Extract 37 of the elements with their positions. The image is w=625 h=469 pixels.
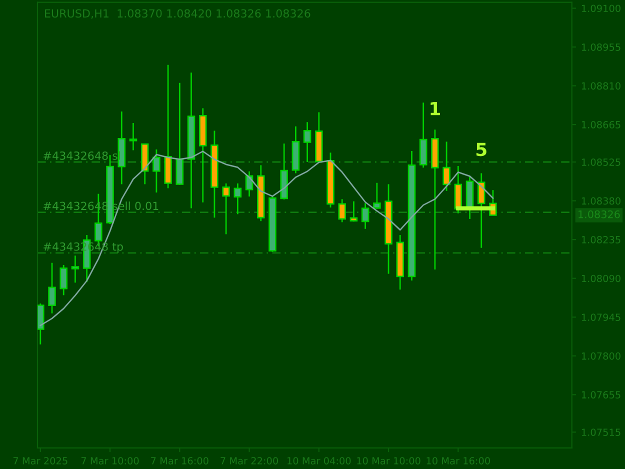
y-tick-label: 1.07945: [582, 314, 620, 321]
y-tick-label: 1.08235: [582, 236, 620, 244]
annotation: 5: [476, 142, 486, 156]
candlestick: [129, 122, 138, 151]
candlestick: [373, 182, 381, 210]
x-tick-label: 7 Mar 10:00: [81, 457, 139, 464]
candlestick: [222, 182, 230, 235]
y-tick-label: 1.08090: [582, 274, 620, 282]
candlestick: [338, 198, 346, 223]
candlestick: [442, 140, 450, 192]
candlestick: [71, 254, 80, 284]
text: EURUSD,H1 1.08370 1.08420 1.08326 1.08326: [45, 9, 310, 19]
candlestick: [152, 148, 160, 194]
candlestick: [350, 200, 358, 222]
candlestick: [303, 121, 312, 163]
y-tick-label: 1.08810: [582, 82, 620, 90]
candlestick: [38, 302, 44, 346]
candlestick: [477, 172, 486, 249]
candlestick: [234, 182, 242, 215]
annotation: 1: [430, 102, 440, 116]
y-tick-label: 1.09100: [582, 4, 620, 12]
x-tick-label: 7 Mar 2025: [13, 457, 68, 464]
y-tick-label: 1.07800: [582, 352, 620, 360]
y-tick-label: 1.08955: [582, 43, 620, 51]
x-tick-label: 10 Mar 10:00: [357, 457, 420, 464]
x-tick-label: 7 Mar 16:00: [151, 457, 208, 464]
y-tick-label: 1.07515: [582, 428, 620, 436]
x-tick-label: 7 Mar 22:00: [220, 457, 278, 464]
y-tick-label: 1.08665: [582, 121, 620, 128]
x-tick-label: 10 Mar 04:00: [288, 457, 351, 464]
y-tick-label: 1.07655: [582, 391, 620, 399]
y-tick-label: 1.08380: [582, 197, 620, 205]
candlestick: [48, 262, 56, 314]
y-tick-label: 1.08525: [582, 158, 620, 166]
candlestick: [60, 264, 68, 296]
x-tick-label: 10 Mar 16:00: [426, 457, 490, 464]
candlestick: [361, 202, 370, 230]
